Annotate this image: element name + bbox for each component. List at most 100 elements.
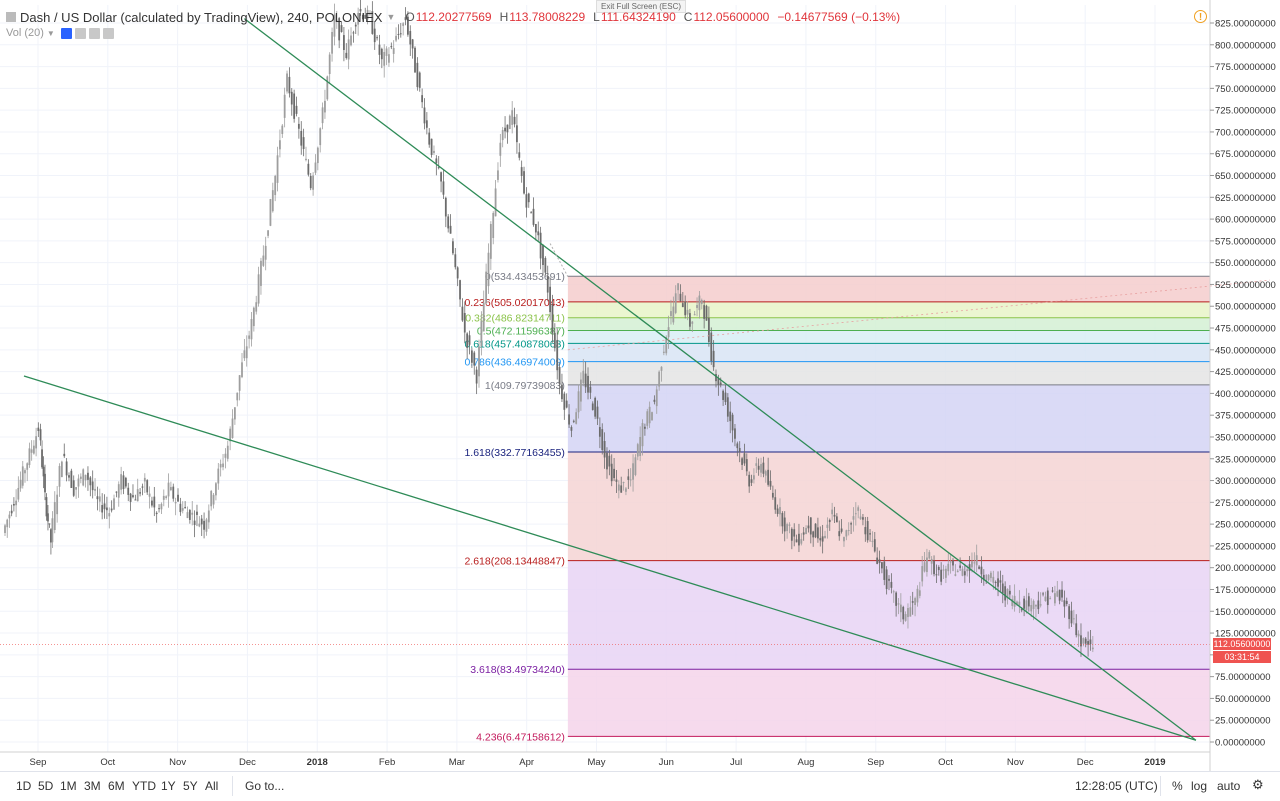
candle-body — [738, 447, 741, 453]
candle-body — [293, 93, 296, 119]
candle-body — [693, 314, 696, 316]
range-button-ytd[interactable]: YTD — [132, 779, 156, 793]
candle-body — [615, 479, 618, 482]
time-tick-label: Dec — [1077, 757, 1094, 768]
candle-body — [1001, 583, 1004, 594]
plus-icon[interactable] — [88, 27, 100, 39]
candle-body — [904, 614, 907, 621]
candle-body — [236, 392, 239, 401]
candle-body — [551, 304, 554, 334]
volume-label[interactable]: Vol (20) — [6, 27, 44, 39]
time-tick-label: 2019 — [1144, 757, 1165, 768]
alert-icon[interactable]: ! — [1194, 10, 1207, 23]
price-tick-label: 650.00000000 — [1215, 171, 1276, 182]
candle-body — [179, 503, 182, 513]
candle-body — [331, 31, 333, 54]
candle-body — [684, 301, 687, 316]
ohlc-value: −0.14677569 (−0.13%) — [777, 10, 901, 24]
candle-body — [136, 489, 139, 502]
candle-body — [1042, 593, 1044, 595]
time-tick-label: Nov — [1007, 757, 1024, 768]
gear-icon[interactable] — [74, 27, 86, 39]
eye-icon[interactable] — [60, 27, 72, 39]
candle-body — [151, 500, 153, 506]
range-button-5y[interactable]: 5Y — [183, 779, 198, 793]
candle-body — [907, 608, 909, 618]
candle-body — [644, 426, 646, 429]
candle-body — [45, 497, 48, 517]
candle-body — [96, 496, 99, 500]
candle-body — [87, 472, 89, 480]
candle-body — [390, 46, 393, 48]
candle-body — [933, 561, 935, 575]
price-tick-label: 500.00000000 — [1215, 302, 1276, 313]
percent-toggle[interactable]: % — [1172, 779, 1183, 793]
candle-body — [556, 339, 559, 371]
exit-fullscreen-button[interactable]: Exit Full Screen (ESC) — [596, 0, 687, 13]
candle-body — [990, 572, 992, 579]
time-tick-label: Jun — [659, 757, 674, 768]
fib-level-label: 1(409.79739083) — [485, 380, 565, 392]
candle-body — [41, 449, 43, 468]
candle-body — [871, 540, 874, 542]
candle-body — [72, 480, 75, 496]
candle-body — [1016, 601, 1018, 605]
candle-body — [641, 423, 644, 447]
ohlc-value: 113.78008229 — [509, 10, 586, 24]
range-button-1d[interactable]: 1D — [16, 779, 32, 793]
candle-body — [705, 305, 708, 321]
candle-body — [480, 321, 483, 347]
candle-body — [248, 335, 251, 339]
candle-body — [966, 569, 969, 572]
candle-body — [558, 367, 561, 385]
candle-body — [620, 485, 623, 493]
range-button-6m[interactable]: 6M — [108, 779, 125, 793]
candle-body — [347, 39, 350, 60]
price-tick-label: 800.00000000 — [1215, 40, 1276, 51]
utc-clock[interactable]: 12:28:05 (UTC) — [1075, 779, 1158, 793]
price-chart[interactable]: 0(534.43453691) 0.236(505.02017043) 0.382(… — [0, 0, 1280, 771]
candle-body — [65, 461, 68, 476]
fib-level-label: 0.382(486.82314711) — [465, 313, 565, 325]
candle-body — [892, 591, 895, 593]
symbol-title[interactable]: Dash / US Dollar (calculated by TradingV… — [20, 9, 383, 25]
candle-body — [343, 35, 345, 50]
candle-body — [580, 379, 582, 402]
range-button-3m[interactable]: 3M — [84, 779, 101, 793]
ohlc-value: 111.64324190 — [600, 10, 676, 24]
candle-body — [447, 216, 450, 229]
price-tick-label: 475.00000000 — [1215, 324, 1276, 335]
range-button-all[interactable]: All — [205, 779, 219, 793]
candle-body — [1063, 600, 1066, 607]
chevron-down-icon[interactable]: ▼ — [386, 12, 396, 22]
candle-body — [662, 351, 665, 353]
range-button-5d[interactable]: 5D — [38, 779, 54, 793]
candle-body — [812, 531, 815, 538]
gear-icon[interactable]: ⚙ — [1252, 777, 1264, 792]
ohlc-values: O112.20277569 H113.78008229 L111.64324190 C… — [405, 10, 908, 24]
close-icon[interactable] — [102, 27, 114, 39]
candle-body — [1027, 596, 1030, 607]
candle-body — [722, 390, 725, 400]
log-toggle[interactable]: log — [1191, 779, 1208, 793]
candle-body — [899, 604, 902, 613]
candle-body — [167, 482, 170, 497]
range-button-1m[interactable]: 1M — [60, 779, 77, 793]
fib-level-label: 0.5(472.11596387) — [477, 326, 565, 338]
goto-button[interactable]: Go to... — [245, 779, 285, 793]
chevron-down-icon[interactable]: ▼ — [46, 28, 55, 38]
candle-body — [520, 167, 523, 176]
candle-body — [203, 520, 205, 530]
time-tick-label: Nov — [169, 757, 186, 768]
candle-body — [869, 533, 871, 535]
candle-body — [563, 393, 566, 410]
candle-body — [257, 274, 260, 304]
candle-body — [148, 493, 151, 497]
time-tick-label: Mar — [449, 757, 465, 768]
auto-toggle[interactable]: auto — [1217, 779, 1241, 793]
candle-body — [241, 362, 243, 378]
candle-body — [122, 475, 125, 490]
candle-body — [110, 508, 113, 511]
candle-body — [973, 562, 976, 564]
range-button-1y[interactable]: 1Y — [161, 779, 176, 793]
